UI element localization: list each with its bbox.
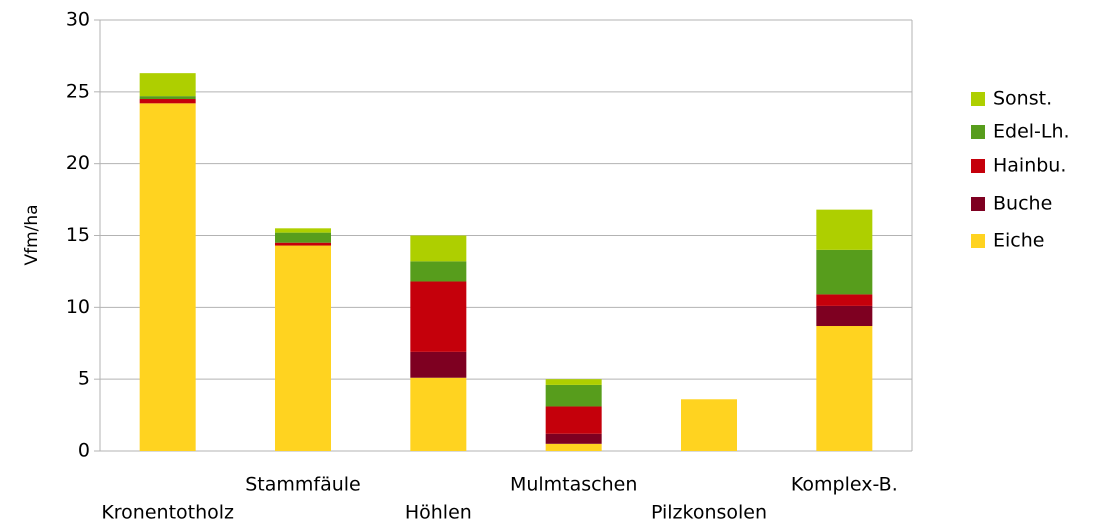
bar-segment	[545, 443, 602, 451]
bar-segment	[139, 73, 196, 97]
bar-segment	[545, 384, 602, 407]
bar-segment	[275, 228, 331, 233]
x-tick-label: Kronentotholz	[101, 502, 234, 524]
x-tick-label: Pilzkonsolen	[651, 502, 767, 524]
bar-segment	[410, 351, 467, 378]
y-tick-label: 30	[66, 9, 90, 31]
bar-segment	[275, 245, 331, 451]
bar-segment	[816, 209, 873, 250]
bar-segment	[816, 326, 873, 451]
bar-segment	[139, 103, 196, 452]
legend-label: Sonst.	[993, 88, 1052, 110]
bar-segment	[816, 305, 873, 327]
bar-segment	[139, 96, 196, 100]
bar-segment	[545, 433, 602, 444]
y-tick-label: 10	[66, 296, 90, 318]
bar-segment	[139, 99, 196, 104]
y-tick-label: 15	[66, 224, 90, 246]
bar-segment	[816, 294, 873, 306]
bar-segment	[816, 249, 873, 295]
y-tick-label: 0	[78, 440, 90, 462]
bar-segment	[545, 379, 602, 385]
legend-swatch	[971, 125, 985, 139]
legend-label: Eiche	[993, 230, 1044, 252]
x-tick-label: Mulmtaschen	[510, 474, 637, 496]
y-tick-label: 5	[78, 368, 90, 390]
legend-swatch	[971, 159, 985, 173]
x-tick-label: Stammfäule	[245, 474, 361, 496]
bar-segment	[545, 406, 602, 434]
y-axis-label: Vfm/ha	[22, 204, 42, 265]
legend-label: Edel-Lh.	[993, 121, 1070, 143]
x-tick-label: Höhlen	[405, 502, 472, 524]
y-tick-label: 20	[66, 152, 90, 174]
bar-segment	[275, 232, 331, 243]
bar-segment	[410, 377, 467, 451]
legend-label: Hainbu.	[993, 155, 1066, 177]
legend-swatch	[971, 92, 985, 106]
x-tick-label: Komplex-B.	[791, 474, 898, 496]
legend-label: Buche	[993, 193, 1052, 215]
bar-segment	[275, 242, 331, 246]
bar-segment	[410, 235, 467, 262]
legend-swatch	[971, 197, 985, 211]
bar-segment	[410, 261, 467, 282]
y-tick-label: 25	[66, 80, 90, 102]
bar-segment	[410, 281, 467, 352]
legend-swatch	[971, 234, 985, 248]
bar-segment	[681, 399, 737, 451]
